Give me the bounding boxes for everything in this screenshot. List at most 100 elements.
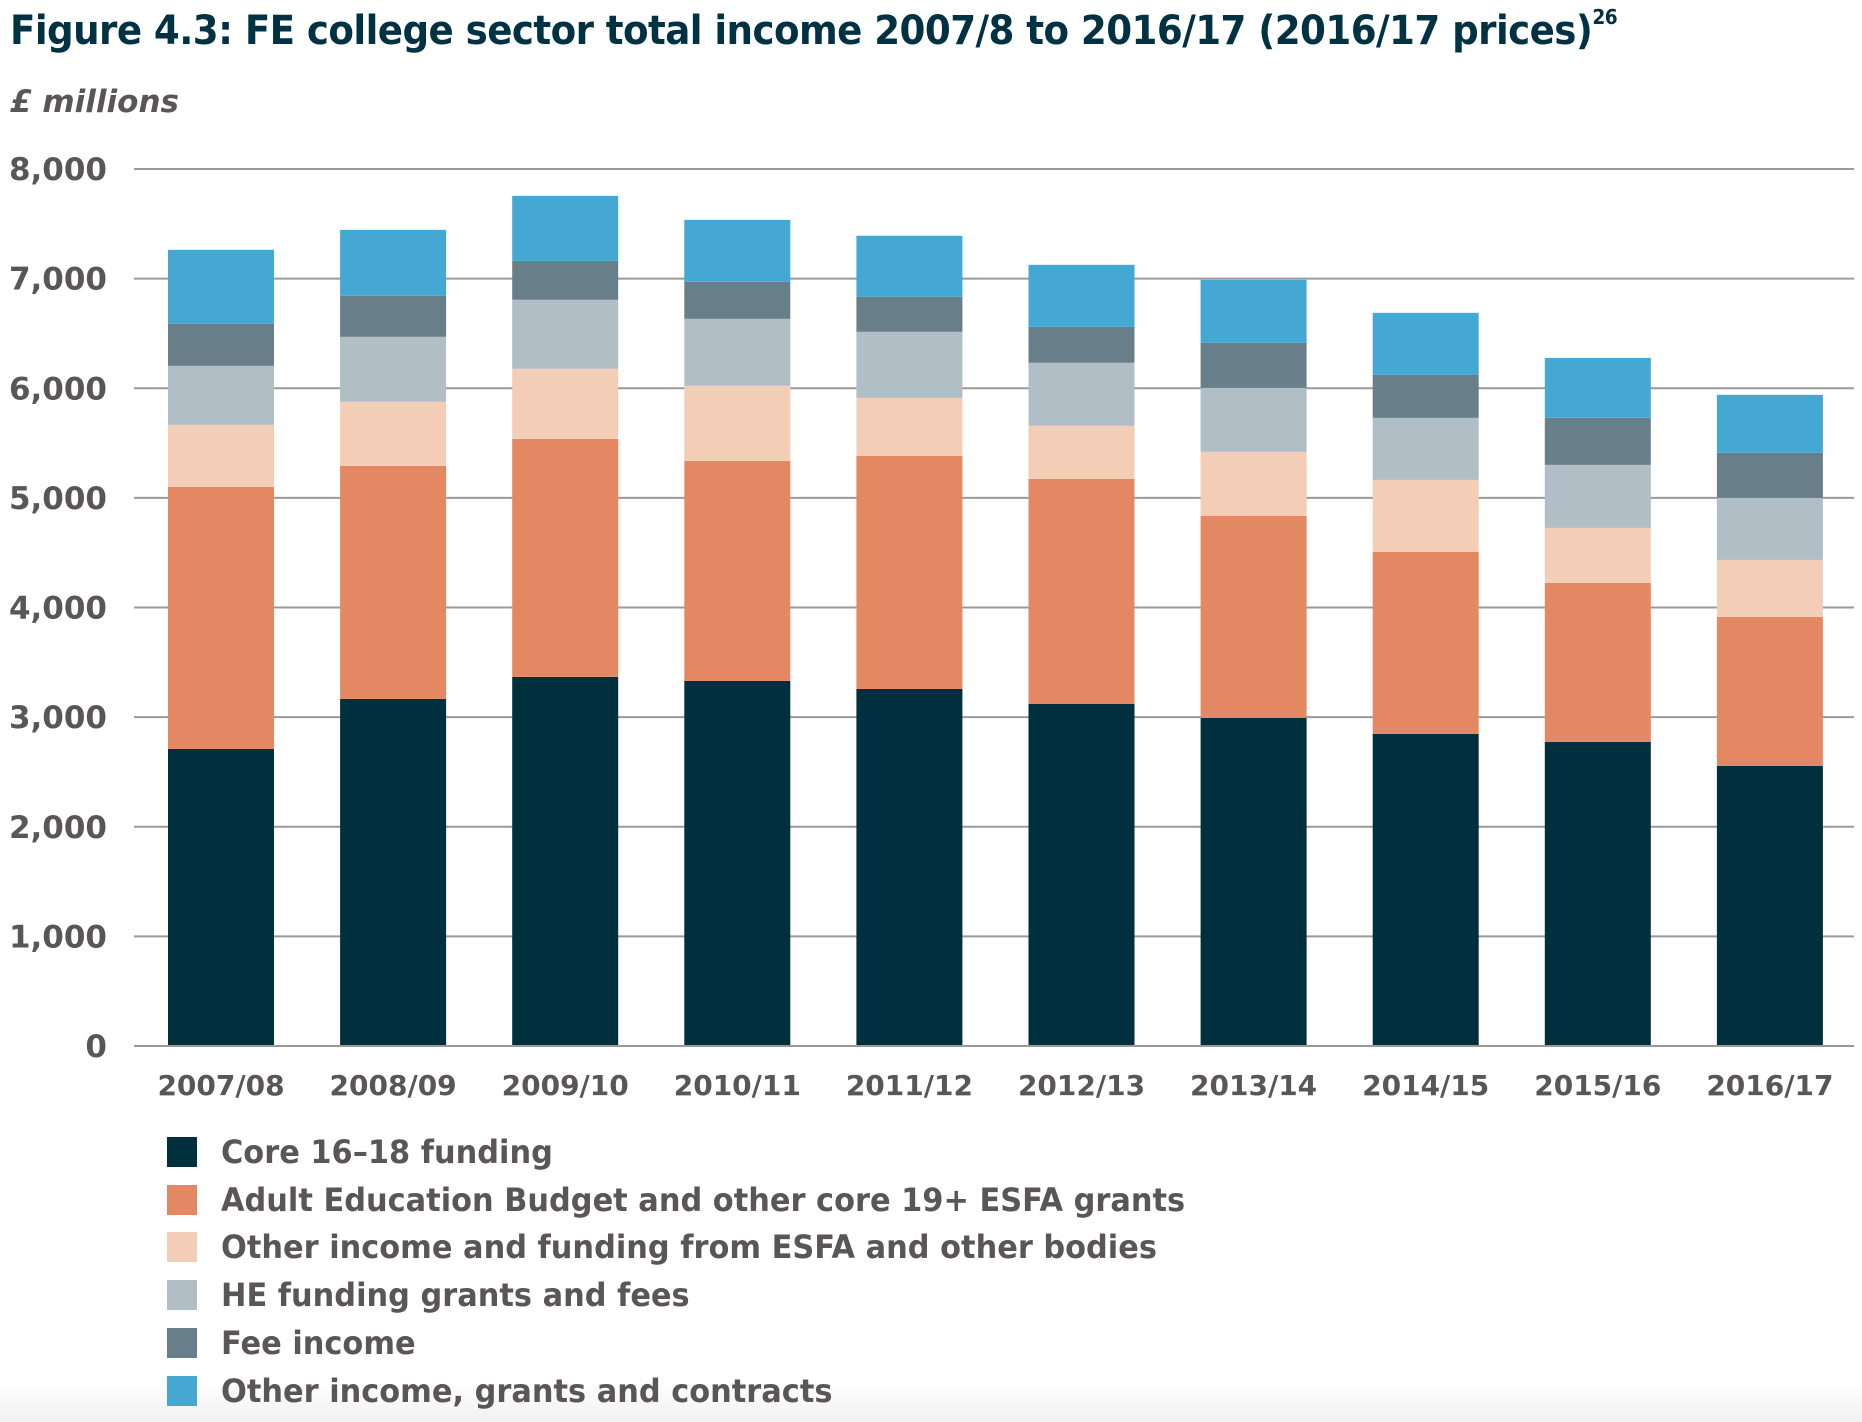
x-tick-label: 2016/17 (1706, 1069, 1833, 1102)
bar-segment (512, 260, 619, 300)
chart-title-text: Figure 4.3: FE college sector total inco… (10, 8, 1593, 54)
bar-stack (340, 229, 447, 1046)
y-tick-label: 2,000 (9, 810, 107, 846)
bar-segment (1200, 515, 1307, 718)
bar-segment (684, 460, 791, 681)
legend-swatch (167, 1328, 197, 1359)
legend-label: Fee income (221, 1324, 416, 1363)
y-tick-label: 6,000 (9, 371, 107, 407)
bar-stack (1544, 357, 1651, 1046)
bar-segment (1716, 765, 1823, 1046)
bar-segment (340, 229, 447, 296)
footnote-marker: 26 (1592, 4, 1618, 29)
bar-segment (168, 486, 274, 749)
bar-segment (1372, 417, 1479, 480)
y-axis-unit-label: £ millions (10, 84, 179, 120)
legend-label: Other income, grants and contracts (221, 1371, 833, 1410)
bar-stack (512, 195, 619, 1046)
legend-item: Other income, grants and contracts (167, 1367, 1236, 1415)
bar-segment (856, 397, 963, 456)
legend-label: Adult Education Budget and other core 19… (221, 1180, 1186, 1219)
x-tick-label: 2013/14 (1190, 1069, 1317, 1102)
bar-segment (1372, 374, 1479, 418)
bar-segment (1028, 425, 1135, 479)
bar-segment (684, 318, 791, 386)
legend-item: Adult Education Budget and other core 19… (167, 1176, 1236, 1224)
bar-segment (512, 299, 619, 369)
bar-segment (512, 676, 619, 1046)
x-tick-label: 2012/13 (1018, 1069, 1145, 1102)
legend-swatch (167, 1136, 197, 1167)
legend: Core 16–18 funding Adult Education Budget… (167, 1128, 1236, 1415)
chart-title: Figure 4.3: FE college sector total inco… (10, 4, 1618, 54)
stacked-bar-chart: 0 1,000 2,000 3,000 4,000 5,000 6,000 7,000 8,00… (9, 152, 1854, 1102)
bar-segment (1200, 387, 1307, 452)
legend-swatch (167, 1232, 197, 1263)
legend-item: HE funding grants and fees (167, 1271, 1236, 1319)
bar-segment (1372, 733, 1479, 1046)
x-tick-label: 2010/11 (674, 1069, 801, 1102)
bar-segment (856, 235, 963, 297)
bar-segment (1716, 452, 1823, 498)
y-tick-label: 7,000 (9, 262, 107, 298)
bar-segment (1716, 497, 1823, 560)
bar-segment (340, 698, 447, 1046)
bar-segment (1716, 616, 1823, 766)
bar-segment (1028, 478, 1135, 704)
bar-segment (1544, 357, 1651, 418)
bar-segment (684, 281, 791, 319)
legend-label: Other income and funding from ESFA and o… (221, 1228, 1157, 1267)
bar-segment (1200, 451, 1307, 516)
y-tick-label: 5,000 (9, 481, 107, 517)
bar-segment (340, 336, 447, 402)
x-tick-label: 2011/12 (846, 1069, 973, 1102)
legend-label: Core 16–18 funding (221, 1132, 553, 1171)
bar-segment (684, 385, 791, 461)
bar-segment (168, 249, 274, 324)
x-tick-label: 2009/10 (502, 1069, 629, 1102)
x-tick-label: 2014/15 (1362, 1069, 1489, 1102)
bar-segment (168, 323, 274, 366)
bar-segment (1028, 703, 1135, 1046)
bar-segment (1028, 264, 1135, 327)
bar-segment (1544, 527, 1651, 583)
bar-segment (1028, 326, 1135, 363)
x-axis-ticks: 2007/08 2008/09 2009/10 2010/11 2011/12 2012/… (157, 1069, 1833, 1102)
bar-stack (684, 219, 791, 1046)
bar-segment (1716, 394, 1823, 453)
bar-segment (856, 688, 963, 1046)
x-tick-label: 2007/08 (157, 1069, 284, 1102)
legend-label: HE funding grants and fees (221, 1276, 690, 1315)
bar-segment (168, 424, 274, 487)
bars (168, 195, 1823, 1046)
bar-segment (168, 748, 274, 1046)
bar-segment (1544, 464, 1651, 528)
bar-segment (340, 295, 447, 337)
bar-segment (856, 455, 963, 689)
bar-segment (1716, 559, 1823, 617)
bar-segment (1200, 342, 1307, 388)
legend-item: Core 16–18 funding (167, 1128, 1236, 1176)
bar-segment (512, 368, 619, 439)
x-tick-label: 2015/16 (1534, 1069, 1661, 1102)
bar-segment (856, 331, 963, 398)
bar-stack (168, 249, 274, 1046)
bar-segment (1544, 582, 1651, 742)
bar-segment (512, 438, 619, 677)
y-tick-label: 3,000 (9, 700, 107, 736)
bar-segment (1200, 717, 1307, 1046)
bar-segment (1372, 551, 1479, 734)
bar-segment (684, 680, 791, 1046)
bar-stack (1716, 394, 1823, 1046)
y-tick-label: 8,000 (9, 152, 107, 188)
legend-swatch (167, 1280, 197, 1311)
bar-segment (1544, 741, 1651, 1046)
y-tick-label: 0 (85, 1029, 107, 1065)
legend-item: Other income and funding from ESFA and o… (167, 1224, 1236, 1272)
x-tick-label: 2008/09 (330, 1069, 457, 1102)
bar-segment (856, 296, 963, 332)
bar-segment (340, 465, 447, 699)
bar-segment (1544, 417, 1651, 465)
bar-segment (340, 401, 447, 466)
bar-stack (1028, 264, 1135, 1046)
